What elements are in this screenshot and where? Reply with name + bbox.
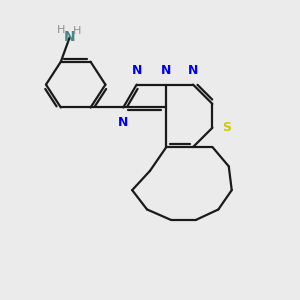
Text: N: N xyxy=(161,64,172,76)
Text: S: S xyxy=(222,121,231,134)
Text: H: H xyxy=(73,26,81,36)
Text: N: N xyxy=(64,30,76,44)
Text: H: H xyxy=(57,25,65,34)
Text: N: N xyxy=(118,116,128,129)
Text: N: N xyxy=(131,64,142,76)
Text: N: N xyxy=(188,64,198,76)
